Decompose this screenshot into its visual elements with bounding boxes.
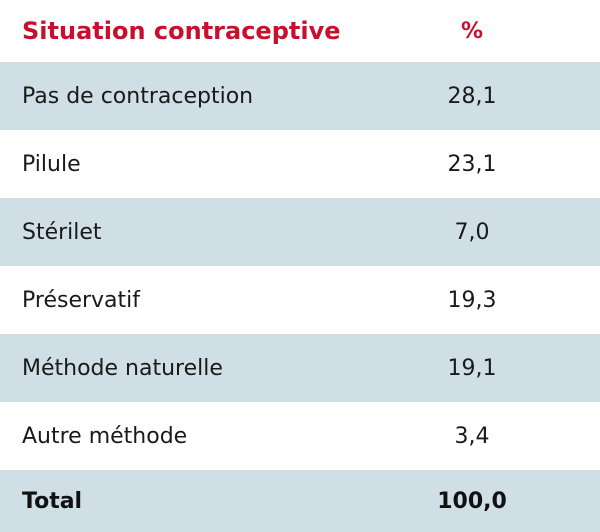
table-row: Préservatif 19,3 xyxy=(0,266,600,334)
row-label: Autre méthode xyxy=(22,423,188,449)
row-value: 7,0 xyxy=(454,219,490,245)
table-row: Pilule 23,1 xyxy=(0,130,600,198)
row-value: 28,1 xyxy=(447,83,497,109)
column-header-situation: Situation contraceptive xyxy=(22,17,341,45)
row-label: Pilule xyxy=(22,151,81,177)
row-label: Pas de contraception xyxy=(22,83,254,109)
row-label: Préservatif xyxy=(22,287,141,313)
row-value: 19,3 xyxy=(447,287,497,313)
row-value: 23,1 xyxy=(447,151,497,177)
table-total-row: Total 100,0 xyxy=(0,470,600,532)
row-label: Stérilet xyxy=(22,219,102,245)
total-label: Total xyxy=(22,488,83,514)
table-row: Pas de contraception 28,1 xyxy=(0,62,600,130)
table-header: Situation contraceptive % xyxy=(0,0,600,62)
row-value: 3,4 xyxy=(454,423,490,449)
row-value: 19,1 xyxy=(447,355,497,381)
table-row: Méthode naturelle 19,1 xyxy=(0,334,600,402)
column-header-percent: % xyxy=(460,18,484,44)
row-label: Méthode naturelle xyxy=(22,355,223,381)
table-row: Autre méthode 3,4 xyxy=(0,402,600,470)
table-row: Stérilet 7,0 xyxy=(0,198,600,266)
total-value: 100,0 xyxy=(437,488,507,514)
